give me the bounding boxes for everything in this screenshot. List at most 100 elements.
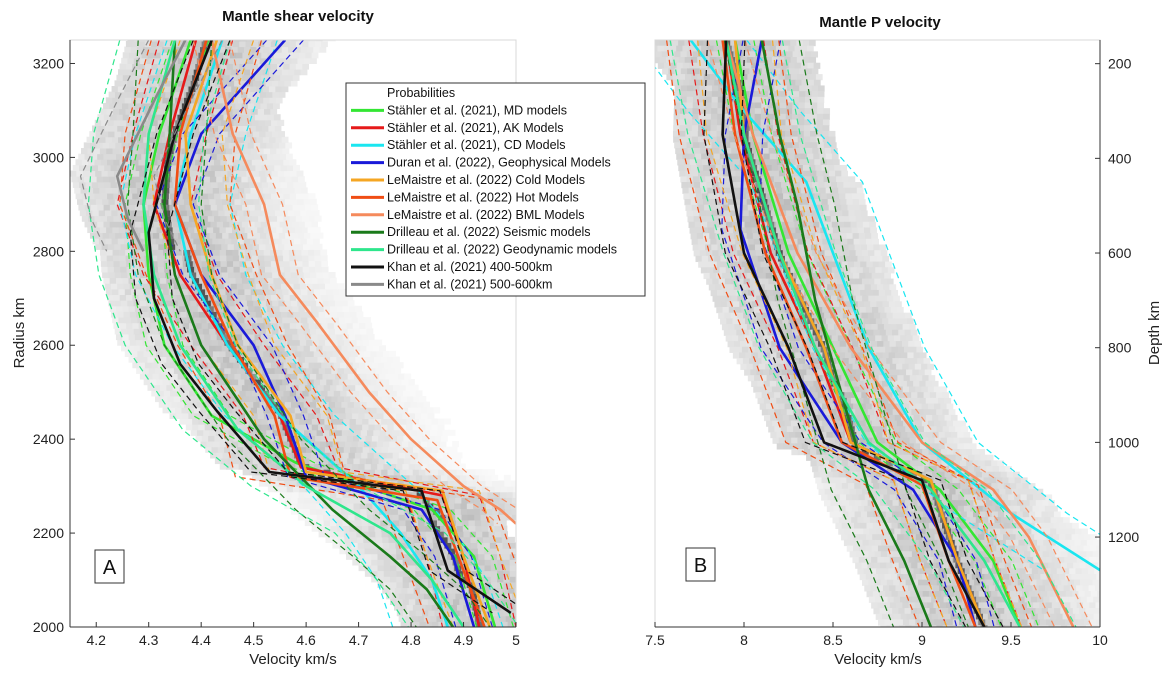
probability-cell — [144, 362, 152, 369]
probability-cell — [730, 51, 738, 58]
probability-cell — [691, 74, 699, 81]
probability-cell — [282, 148, 290, 155]
probability-cell — [256, 46, 264, 53]
probability-cell — [282, 288, 289, 296]
probability-cell — [224, 86, 232, 93]
probability-cell — [332, 350, 340, 358]
probability-cell — [269, 407, 277, 414]
probability-cell — [427, 407, 434, 414]
probability-cell — [180, 311, 187, 318]
probability-cell — [289, 255, 297, 262]
probability-cell — [141, 74, 149, 81]
probability-cell — [849, 250, 857, 257]
probability-cell — [289, 362, 297, 369]
probability-cell — [712, 250, 720, 257]
probability-cell — [711, 51, 719, 58]
probability-cell — [342, 491, 350, 498]
probability-cell — [709, 233, 716, 240]
legend-entry-label: Khan et al. (2021) 400-500km — [387, 260, 552, 274]
probability-cell — [111, 238, 119, 245]
probability-cell — [199, 86, 207, 93]
probability-cell — [401, 542, 409, 549]
probability-cell — [136, 367, 143, 374]
probability-cell — [319, 379, 327, 386]
probability-cell — [867, 244, 874, 251]
probability-cell — [685, 125, 693, 132]
probability-cell — [118, 69, 125, 76]
probability-cell — [537, 514, 544, 520]
probability-cell — [695, 227, 703, 234]
probability-cell — [116, 221, 123, 228]
probability-cell — [723, 244, 731, 251]
probability-cell — [704, 119, 712, 126]
probability-cell — [795, 227, 803, 234]
probability-cell — [385, 508, 393, 515]
probability-cell — [229, 153, 237, 160]
probability-cell — [134, 153, 142, 160]
probability-cell — [411, 384, 419, 391]
probability-cell — [735, 136, 743, 143]
probability-cell — [655, 51, 663, 58]
probability-cell — [95, 170, 102, 177]
probability-cell — [398, 615, 406, 622]
probability-cell — [92, 209, 100, 217]
probability-cell — [687, 182, 695, 189]
probability-cell — [529, 576, 536, 582]
probability-cell — [525, 492, 532, 498]
probability-cell — [754, 113, 762, 121]
probability-cell — [272, 300, 279, 307]
probability-cell — [391, 373, 399, 380]
probability-cell — [246, 345, 254, 352]
probability-cell — [701, 255, 709, 263]
probability-cell — [425, 446, 433, 453]
probability-cell — [685, 130, 693, 138]
probability-cell — [200, 226, 208, 234]
probability-cell — [176, 193, 184, 200]
probability-cell — [197, 333, 205, 341]
probability-cell — [430, 615, 437, 622]
probability-cell — [695, 79, 703, 86]
probability-cell — [272, 271, 279, 279]
probability-cell — [187, 350, 195, 358]
probability-cell — [301, 288, 308, 296]
probability-cell — [836, 176, 843, 183]
probability-cell — [819, 153, 827, 160]
probability-cell — [704, 238, 711, 246]
probability-cell — [193, 187, 201, 194]
probability-cell — [498, 480, 505, 487]
probability-cell — [174, 46, 182, 53]
probability-cell — [844, 221, 852, 228]
probability-cell — [413, 536, 421, 543]
probability-cell — [411, 593, 419, 600]
probability-cell — [151, 260, 159, 267]
probability-cell — [269, 97, 277, 104]
probability-cell — [182, 215, 190, 222]
probability-cell — [452, 463, 460, 470]
probability-cell — [334, 435, 341, 442]
probability-cell — [298, 176, 305, 183]
probability-cell — [149, 136, 157, 143]
probability-cell — [506, 491, 514, 498]
probability-cell — [127, 57, 135, 64]
probability-cell — [328, 328, 336, 335]
probability-cell — [120, 266, 127, 273]
probability-cell — [329, 491, 337, 498]
probability-cell — [348, 356, 356, 363]
probability-cell — [267, 74, 275, 81]
probability-cell — [254, 221, 262, 228]
probability-cell — [186, 283, 194, 290]
probability-cell — [394, 395, 402, 403]
probability-cell — [787, 216, 794, 223]
probability-cell — [259, 429, 267, 436]
probability-cell — [233, 457, 241, 465]
probability-cell — [244, 441, 252, 448]
probability-cell — [383, 463, 391, 470]
probability-cell — [263, 97, 271, 104]
probability-cell — [436, 429, 444, 436]
probability-cell — [163, 390, 171, 397]
probability-cell — [129, 311, 137, 318]
probability-cell — [262, 238, 270, 245]
probability-cell — [270, 463, 277, 470]
probability-cell — [395, 407, 403, 414]
probability-cell — [356, 339, 364, 346]
